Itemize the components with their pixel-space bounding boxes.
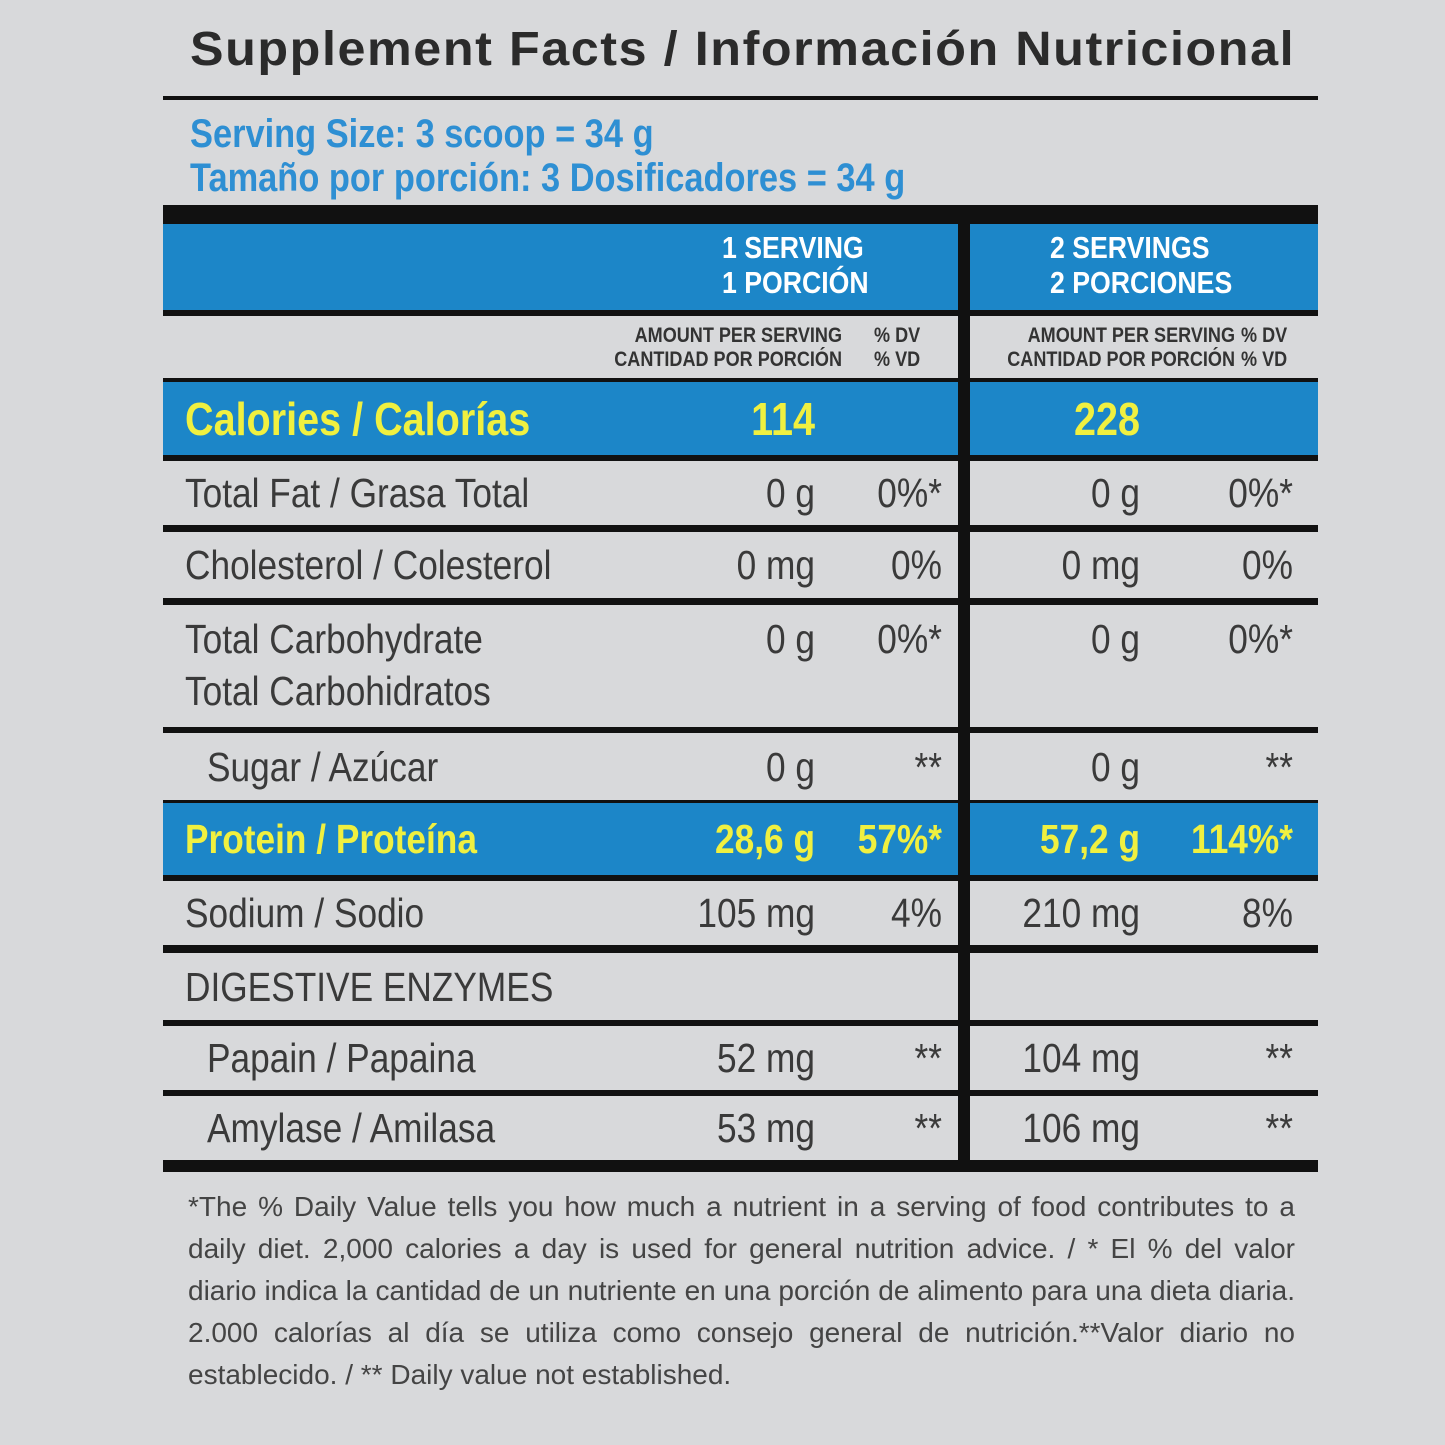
- nutrient-label: Total Carbohydrate: [185, 616, 483, 662]
- column-header: 2 SERVINGS: [1050, 230, 1210, 265]
- amount: 0 g: [765, 616, 815, 662]
- nutrient-label: Total Fat / Grasa Total: [185, 470, 530, 516]
- nutrient-label: Cholesterol / Colesterol: [185, 542, 552, 588]
- title: Supplement Facts / Información Nutricion…: [190, 23, 1296, 76]
- row-cell: [163, 953, 958, 1020]
- row-cell: [970, 881, 1318, 945]
- amount: 0 mg: [1061, 542, 1140, 588]
- amount: 0 mg: [736, 542, 815, 588]
- amount-header: CANTIDAD POR PORCIÓN: [1007, 348, 1235, 371]
- dv-header: % VD: [874, 348, 921, 371]
- daily-value: **: [914, 1035, 942, 1081]
- daily-value: 4%: [891, 890, 942, 936]
- row-cell: [163, 1096, 958, 1160]
- row-cell: [970, 382, 1318, 455]
- row-cell: [163, 803, 958, 875]
- row-cell: [970, 605, 1318, 727]
- serving-size: Serving Size: 3 scoop = 34 g: [190, 112, 654, 156]
- nutrient-label: Papain / Papaina: [207, 1035, 476, 1081]
- nutrient-label: Amylase / Amilasa: [207, 1105, 496, 1151]
- row-cell: [163, 881, 958, 945]
- nutrient-label: Calories / Calorías: [185, 392, 531, 445]
- column-header: 1 SERVING: [722, 230, 864, 265]
- column-header-cell: [970, 224, 1318, 310]
- row-cell: [970, 1096, 1318, 1160]
- amount: 228: [1073, 392, 1140, 445]
- amount: 0 g: [1090, 743, 1140, 790]
- daily-value: **: [1265, 1035, 1293, 1081]
- amount-header: CANTIDAD POR PORCIÓN: [614, 348, 842, 371]
- column-header-cell: [163, 224, 958, 310]
- daily-value: 0%*: [877, 470, 942, 516]
- amount: 0 g: [765, 743, 815, 790]
- row-cell: [970, 532, 1318, 598]
- subheader-cell: [970, 316, 1318, 378]
- row-cell: [970, 803, 1318, 875]
- dv-header: % VD: [1241, 348, 1288, 371]
- dv-header: % DV: [1241, 324, 1288, 347]
- amount: 28,6 g: [715, 816, 815, 862]
- amount-header: AMOUNT PER SERVING: [634, 324, 842, 347]
- daily-value: 0%*: [1228, 470, 1293, 516]
- amount: 210 mg: [1022, 890, 1140, 936]
- dv-header: % DV: [874, 324, 921, 347]
- amount: 105 mg: [697, 890, 815, 936]
- row-cell: [970, 1026, 1318, 1090]
- title-rule: [163, 96, 1318, 100]
- daily-value: 0%*: [1228, 616, 1293, 662]
- daily-value: **: [914, 1105, 942, 1151]
- row-cell: [163, 382, 958, 455]
- row-cell: [163, 733, 958, 800]
- nutrient-label: Sugar / Azúcar: [207, 743, 439, 790]
- amount: 0 g: [1090, 470, 1140, 516]
- nutrient-label: Sodium / Sodio: [185, 890, 425, 936]
- row-cell: [163, 461, 958, 525]
- footnote: *The % Daily Value tells you how much a …: [188, 1191, 1295, 1390]
- row-cell: [970, 733, 1318, 800]
- serving-size-es: Tamaño por porción: 3 Dosificadores = 34…: [190, 156, 906, 200]
- row-cell: [970, 461, 1318, 525]
- amount: 0 g: [1090, 616, 1140, 662]
- daily-value: 0%: [1242, 542, 1293, 588]
- row-cell: [970, 953, 1318, 1020]
- row-cell: [163, 532, 958, 598]
- column-header: 2 PORCIONES: [1050, 265, 1233, 300]
- amount: 106 mg: [1022, 1105, 1140, 1151]
- amount-header: AMOUNT PER SERVING: [1027, 324, 1235, 347]
- nutrient-label: Total Carbohidratos: [185, 668, 491, 714]
- daily-value: 0%: [891, 542, 942, 588]
- daily-value: 57%*: [857, 816, 942, 862]
- row-cell: [163, 1026, 958, 1090]
- daily-value: 114%*: [1191, 816, 1293, 862]
- daily-value: **: [914, 743, 942, 790]
- nutrient-label: Protein / Proteína: [185, 816, 477, 862]
- row-cell: [163, 605, 958, 727]
- amount: 0 g: [765, 470, 815, 516]
- column-header: 1 PORCIÓN: [722, 265, 869, 300]
- amount: 57,2 g: [1040, 816, 1140, 862]
- nutrient-label: DIGESTIVE ENZYMES: [185, 963, 554, 1010]
- amount: 114: [751, 392, 815, 445]
- daily-value: **: [1265, 743, 1293, 790]
- daily-value: **: [1265, 1105, 1293, 1151]
- amount: 53 mg: [717, 1105, 815, 1151]
- subheader-cell: [163, 316, 958, 378]
- amount: 52 mg: [717, 1035, 815, 1081]
- daily-value: 8%: [1242, 890, 1293, 936]
- amount: 104 mg: [1022, 1035, 1140, 1081]
- daily-value: 0%*: [877, 616, 942, 662]
